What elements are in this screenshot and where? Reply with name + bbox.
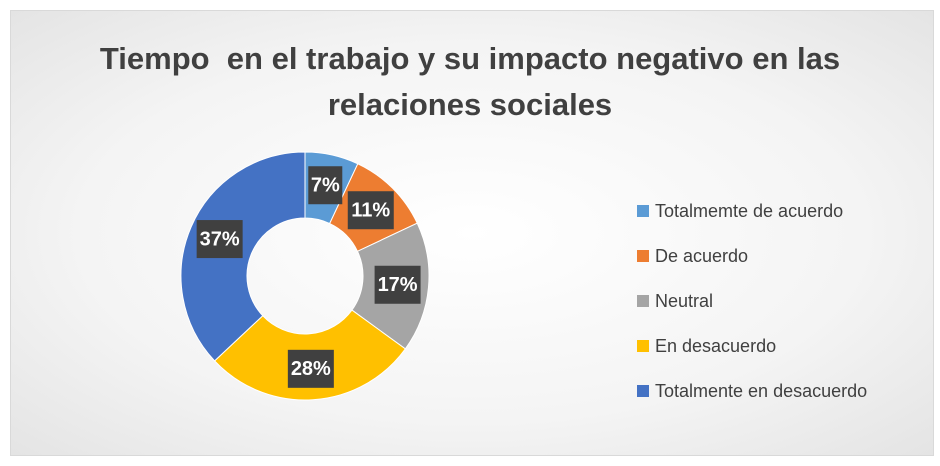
data-label-box (308, 166, 343, 205)
legend-label: En desacuerdo (655, 336, 776, 356)
legend-swatch (637, 385, 649, 397)
slice (180, 151, 306, 362)
legend-swatch (637, 340, 649, 352)
legend-label: Neutral (655, 291, 713, 311)
data-label: 17% (378, 274, 418, 296)
chart-title: Tiempo en el trabajo y su impacto negati… (99, 41, 849, 122)
data-label: 7% (311, 175, 340, 197)
chart-frame (10, 10, 934, 456)
legend-swatch (637, 295, 649, 307)
legend-label: De acuerdo (655, 246, 748, 266)
legend-label: Totalmente en desacuerdo (655, 381, 867, 401)
data-label-box (196, 220, 243, 259)
data-label-box (374, 265, 421, 304)
data-label: 37% (200, 228, 240, 250)
data-label: 11% (351, 200, 390, 222)
data-label-box (347, 191, 394, 230)
data-label-box (287, 349, 334, 388)
legend-swatch (637, 205, 649, 217)
legend-label: Totalmemte de acuerdo (655, 201, 843, 221)
data-label: 28% (291, 358, 331, 380)
legend-swatch (637, 250, 649, 262)
